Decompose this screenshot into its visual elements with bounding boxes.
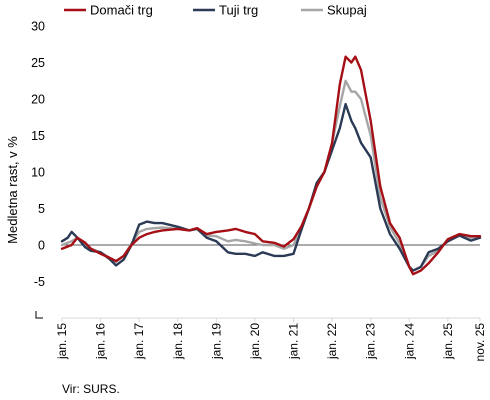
- y-tick-label: 25: [31, 56, 45, 70]
- y-tick-label: 10: [31, 166, 45, 180]
- legend-label: Domači trg: [90, 3, 153, 18]
- y-tick-label: 5: [38, 202, 45, 216]
- chart-legend: Domači trg Tuji trg Skupaj: [64, 3, 367, 18]
- x-tick-label: jan. 25: [441, 323, 455, 360]
- x-tick-label: jan. 19: [209, 323, 223, 360]
- axis-break-marker: [35, 311, 43, 319]
- y-tick-label: 15: [31, 129, 45, 143]
- y-tick-label: 0: [38, 239, 45, 253]
- x-tick-label: jan. 17: [132, 323, 146, 360]
- y-tick-label: 20: [31, 93, 45, 107]
- x-tick-label: jan. 22: [325, 323, 339, 360]
- y-tick-label: -5: [34, 275, 45, 289]
- source-note: Vir: SURS.: [62, 382, 120, 396]
- x-tick-label: nov. 25: [473, 323, 487, 362]
- series-line-domaci-trg: [60, 55, 482, 276]
- series-layer: [60, 55, 482, 276]
- x-tick-label: jan. 21: [287, 323, 301, 360]
- y-axis-title: Medletna rast, v %: [5, 136, 20, 244]
- y-axis-ticks: 30 25 20 15 10 5 0 -5: [31, 20, 45, 290]
- x-tick-label: jan. 20: [248, 323, 262, 360]
- x-tick-label: jan. 16: [94, 323, 108, 360]
- y-tick-label: 30: [31, 20, 45, 34]
- x-tick-label: jan. 18: [171, 323, 185, 360]
- x-axis-ticks: jan. 15 jan. 16 jan. 17 jan. 18 jan. 19 jan. …: [55, 318, 487, 361]
- legend-label: Skupaj: [327, 3, 367, 18]
- x-tick-label: jan. 23: [364, 323, 378, 360]
- x-tick-label: jan. 24: [402, 323, 416, 360]
- x-tick-label: jan. 15: [55, 323, 69, 360]
- legend-label: Tuji trg: [219, 3, 258, 18]
